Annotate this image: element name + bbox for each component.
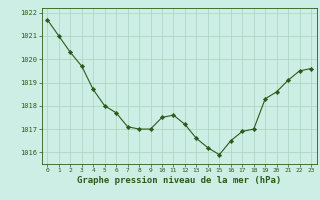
X-axis label: Graphe pression niveau de la mer (hPa): Graphe pression niveau de la mer (hPa) — [77, 176, 281, 185]
